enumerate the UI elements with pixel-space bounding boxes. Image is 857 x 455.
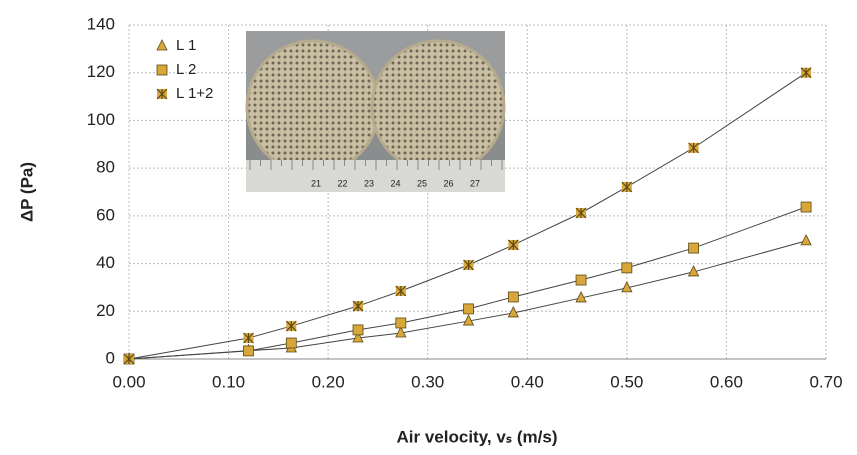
- ruler-label: 26: [443, 178, 453, 188]
- marker: [575, 207, 587, 219]
- y-tick-label: 80: [96, 158, 115, 177]
- y-tick-label: 40: [96, 253, 115, 272]
- x-axis-title: Air velocity, vₛ (m/s): [397, 427, 558, 446]
- marker: [285, 337, 297, 349]
- marker-part: [352, 300, 364, 312]
- y-tick-label: 0: [106, 348, 115, 367]
- marker: [621, 281, 633, 293]
- marker: [156, 39, 168, 51]
- marker: [463, 303, 474, 315]
- ruler-label: 22: [337, 178, 347, 188]
- marker: [243, 345, 254, 357]
- marker-part: [621, 181, 633, 193]
- marker-part: [463, 259, 474, 271]
- ruler-label: 23: [364, 178, 374, 188]
- filter-disc: [370, 39, 506, 175]
- marker: [621, 262, 633, 274]
- marker: [395, 326, 407, 338]
- marker-part: [156, 88, 168, 100]
- marker: [800, 234, 812, 246]
- marker: [687, 265, 700, 277]
- ruler-label: 21: [311, 178, 321, 188]
- marker: [156, 64, 168, 76]
- marker: [123, 353, 135, 365]
- marker: [285, 320, 297, 332]
- marker: [462, 314, 475, 326]
- fit-line: [128, 206, 807, 360]
- inset-photo: 21 22 23 24 25 26 27: [245, 31, 506, 192]
- marker: [463, 259, 474, 271]
- x-tick-label: 0.20: [312, 372, 345, 391]
- marker-part: [123, 353, 135, 365]
- marker: [575, 274, 587, 286]
- y-axis-title: ΔP (Pa): [17, 162, 36, 222]
- marker: [395, 285, 407, 297]
- marker: [621, 181, 633, 193]
- x-tick-label: 0.40: [511, 372, 544, 391]
- marker: [507, 306, 519, 318]
- marker: [800, 67, 812, 79]
- marker: [575, 291, 587, 303]
- x-tick-label: 0.70: [809, 372, 842, 391]
- marker: [688, 242, 699, 254]
- marker-part: [800, 67, 812, 79]
- y-tick-label: 140: [87, 14, 115, 33]
- marker: [243, 332, 254, 344]
- legend-label: L 2: [176, 61, 196, 78]
- marker-part: [395, 285, 407, 297]
- ruler-label: 24: [390, 178, 400, 188]
- ruler-label: 25: [417, 178, 427, 188]
- marker: [352, 331, 364, 343]
- marker: [352, 300, 364, 312]
- marker-part: [688, 142, 699, 154]
- x-tick-label: 0.30: [411, 372, 444, 391]
- legend-label: L 1: [176, 37, 196, 54]
- marker: [688, 142, 699, 154]
- ruler: [246, 160, 505, 192]
- marker-part: [575, 207, 587, 219]
- marker: [800, 201, 812, 213]
- marker: [352, 324, 364, 336]
- x-tick-label: 0.60: [710, 372, 743, 391]
- marker-part: [507, 239, 519, 251]
- filter-disc: [245, 39, 381, 175]
- marker: [507, 291, 519, 303]
- x-tick-label: 0.50: [610, 372, 643, 391]
- marker-part: [243, 332, 254, 344]
- y-tick-label: 100: [87, 110, 115, 129]
- y-tick-label: 60: [96, 205, 115, 224]
- x-tick-label: 0.10: [212, 372, 245, 391]
- marker: [507, 239, 519, 251]
- ruler-label: 27: [470, 178, 480, 188]
- marker: [395, 317, 407, 329]
- marker: [156, 88, 168, 100]
- marker-part: [285, 320, 297, 332]
- y-tick-label: 20: [96, 301, 115, 320]
- y-tick-label: 120: [87, 62, 115, 81]
- x-tick-label: 0.00: [112, 372, 145, 391]
- legend-label: L 1+2: [176, 85, 213, 102]
